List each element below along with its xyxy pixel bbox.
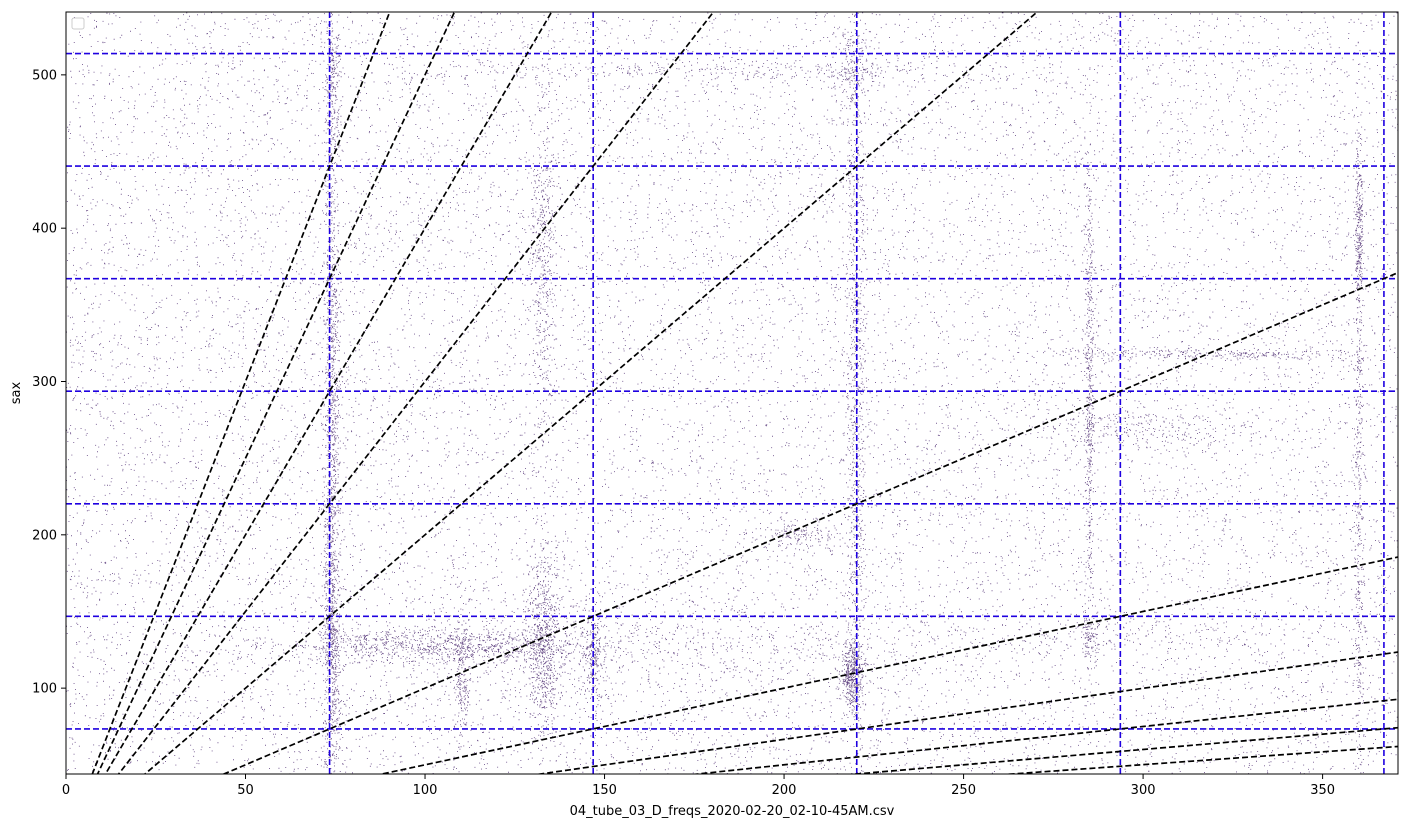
x-tick-label: 50 xyxy=(237,783,254,798)
y-axis-title: sax xyxy=(9,381,24,404)
x-tick-label: 300 xyxy=(1131,783,1156,798)
x-tick-label: 150 xyxy=(592,783,617,798)
x-axis-title: 04_tube_03_D_freqs_2020-02-20_02-10-45AM… xyxy=(570,804,895,819)
ratio-line xyxy=(117,12,715,774)
y-tick-label: 300 xyxy=(32,375,57,390)
y-tick-label: 100 xyxy=(32,682,57,697)
x-tick-label: 0 xyxy=(62,783,70,798)
ratio-line xyxy=(143,12,1039,774)
y-axis-ticks: 100 200 300 400 500 xyxy=(32,68,66,697)
ratio-line xyxy=(689,698,1398,774)
legend-box xyxy=(71,17,85,30)
y-tick-label: 500 xyxy=(32,68,57,83)
vertical-reference-lines xyxy=(328,12,1385,774)
x-tick-label: 100 xyxy=(413,783,438,798)
ratio-line xyxy=(104,12,553,774)
y-tick-label: 200 xyxy=(32,528,57,543)
x-tick-label: 200 xyxy=(772,783,797,798)
ratio-lines xyxy=(91,12,1398,774)
plot-frame xyxy=(65,11,1399,775)
ratio-line xyxy=(845,726,1398,774)
ratio-line xyxy=(377,556,1398,774)
y-tick-label: 400 xyxy=(32,222,57,237)
x-axis-ticks: 0 50 100 150 200 250 300 350 xyxy=(62,774,1335,798)
ratio-line xyxy=(221,271,1398,774)
x-tick-label: 350 xyxy=(1310,783,1335,798)
horizontal-reference-lines xyxy=(66,52,1398,730)
x-tick-label: 250 xyxy=(951,783,976,798)
plot-background xyxy=(66,12,1398,774)
